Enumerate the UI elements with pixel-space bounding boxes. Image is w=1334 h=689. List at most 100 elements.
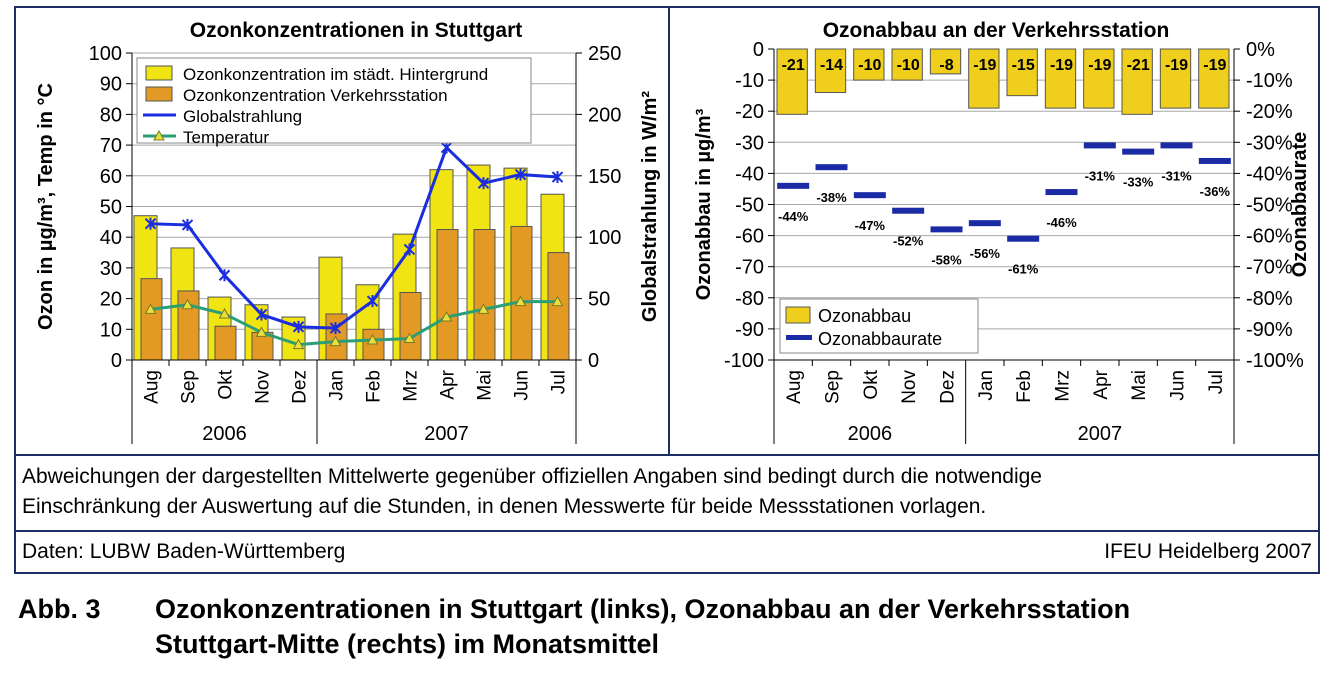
bar-value-label: -19 <box>973 57 996 74</box>
x-tick-label: Apr <box>1091 369 1112 399</box>
point-globalstrahlung <box>292 320 305 333</box>
bar-value-label: -21 <box>782 57 805 74</box>
point-temperatur <box>144 303 157 314</box>
ozone-concentration-chart: Ozonkonzentrationen in Stuttgart10090807… <box>35 19 661 445</box>
point-globalstrahlung <box>366 295 379 308</box>
bar-value-label: -19 <box>1050 57 1073 74</box>
year-label: 2007 <box>424 423 469 445</box>
x-tick-label: Apr <box>438 369 459 399</box>
x-tick-label: Nov <box>899 370 920 404</box>
bar-value-label: -19 <box>1203 57 1226 74</box>
y2-axis-title: Globalstrahlung in W/m² <box>639 91 661 322</box>
point-temperatur <box>477 303 490 314</box>
y2-tick-label: 0 <box>588 350 599 372</box>
x-tick-label: Mrz <box>401 370 422 402</box>
point-globalstrahlung <box>329 322 342 335</box>
marker-ozonabbaurate <box>892 207 925 214</box>
marker-value-label: -46% <box>1046 215 1077 230</box>
y2-tick-label: 150 <box>588 166 621 188</box>
point-temperatur <box>181 298 194 310</box>
x-tick-label: Sep <box>179 370 200 404</box>
marker-value-label: -36% <box>1200 184 1231 199</box>
y-tick-label: 50 <box>100 197 122 219</box>
point-globalstrahlung <box>181 218 194 231</box>
y2-tick-label: -80% <box>1246 288 1293 310</box>
bar-ozonabbau <box>1159 48 1192 109</box>
data-source: Daten: LUBW Baden-Württemberg <box>22 540 346 563</box>
point-globalstrahlung <box>440 141 453 154</box>
bar-ozonabbau <box>968 48 1000 109</box>
y-tick-label: -40 <box>735 163 764 185</box>
bar-verkehrsstation <box>362 328 385 361</box>
bar-verkehrsstation <box>399 291 422 361</box>
marker-value-label: -33% <box>1123 175 1154 190</box>
y-tick-label: 0 <box>111 350 122 372</box>
author-credit: IFEU Heidelberg 2007 <box>1104 540 1312 563</box>
x-tick-label: Jun <box>1168 370 1189 401</box>
legend-swatch-verkehrsstation <box>145 86 173 102</box>
legend-marker-temperatur <box>153 129 165 141</box>
marker-ozonabbaurate <box>1198 157 1231 164</box>
marker-value-label: -31% <box>1085 168 1116 183</box>
legend-swatch-ozonabbaurate <box>786 335 812 340</box>
caption-line-2: Stuttgart-Mitte (rechts) im Monatsmittel <box>155 629 660 659</box>
y2-tick-label: -50% <box>1246 195 1293 217</box>
y-tick-label: 40 <box>100 227 122 249</box>
y-tick-label: 90 <box>100 74 122 96</box>
x-tick-label: Jan <box>327 370 348 401</box>
x-tick-label: Okt <box>216 369 237 399</box>
y2-tick-label: 100 <box>588 227 621 249</box>
legend-swatch-hintergrund <box>145 65 173 81</box>
y-tick-label: 80 <box>100 104 122 126</box>
bar-value-label: -21 <box>1127 57 1150 74</box>
x-tick-label: Feb <box>1014 370 1035 403</box>
x-tick-label: Mai <box>475 370 496 401</box>
bar-ozonabbau <box>1006 48 1038 97</box>
point-temperatur <box>551 295 564 307</box>
marker-value-label: -47% <box>855 218 886 233</box>
bar-verkehrsstation <box>510 225 533 361</box>
x-tick-label: Jun <box>512 370 533 401</box>
legend-label-temperatur: Temperatur <box>183 128 269 147</box>
caption-number: Abb. 3 <box>18 594 101 624</box>
y2-tick-label: -40% <box>1246 163 1293 185</box>
marker-ozonabbaurate <box>968 220 1001 227</box>
y2-tick-label: -90% <box>1246 319 1293 341</box>
bar-ozonabbau <box>814 48 847 94</box>
y2-tick-label: 0% <box>1246 39 1275 61</box>
point-temperatur <box>329 335 342 347</box>
y-axis-title: Ozonabbau in µg/m³ <box>693 108 715 300</box>
point-globalstrahlung <box>514 168 527 181</box>
x-tick-label: Dez <box>290 370 311 404</box>
legend: Ozonkonzentration im städt. Hintergrund O… <box>136 57 532 147</box>
bar-ozonabbau <box>776 48 808 115</box>
marker-ozonabbaurate <box>853 192 886 199</box>
x-tick-label: Jan <box>976 370 997 401</box>
bar-value-label: -10 <box>897 57 920 74</box>
ozone-reduction-chart: Ozonabbau an der Verkehrsstation 0 -10 -20 -… <box>693 19 1311 445</box>
note-line-1: Abweichungen der dargestellten Mittelwer… <box>22 465 1042 488</box>
y-tick-label: 30 <box>100 258 122 280</box>
legend-label-verkehrsstation: Ozonkonzentration Verkehrsstation <box>183 86 448 105</box>
x-tick-label: Mai <box>1129 370 1150 401</box>
legend-label-ozonabbaurate: Ozonabbaurate <box>818 329 942 349</box>
y2-tick-label: -20% <box>1246 101 1293 123</box>
x-tick-label: Okt <box>861 369 882 399</box>
legend-label-ozonabbau: Ozonabbau <box>818 306 911 326</box>
point-globalstrahlung <box>218 269 231 282</box>
marker-ozonabbaurate <box>930 226 963 233</box>
x-tick-label: Feb <box>364 370 385 403</box>
x-tick-label: Nov <box>253 370 274 404</box>
x-tick-label: Aug <box>142 370 163 404</box>
bar-value-label: -14 <box>820 57 843 74</box>
point-temperatur <box>292 338 305 350</box>
bar-ozonabbau <box>929 48 962 75</box>
y2-tick-label: -70% <box>1246 257 1293 279</box>
bar-verkehrsstation <box>214 325 237 361</box>
y2-tick-label: -100% <box>1246 350 1304 372</box>
chart-divider <box>668 8 670 454</box>
point-globalstrahlung <box>403 243 416 256</box>
legend-label-hintergrund: Ozonkonzentration im städt. Hintergrund <box>183 65 488 84</box>
marker-value-label: -52% <box>893 234 924 249</box>
y-tick-label: -50 <box>735 195 764 217</box>
